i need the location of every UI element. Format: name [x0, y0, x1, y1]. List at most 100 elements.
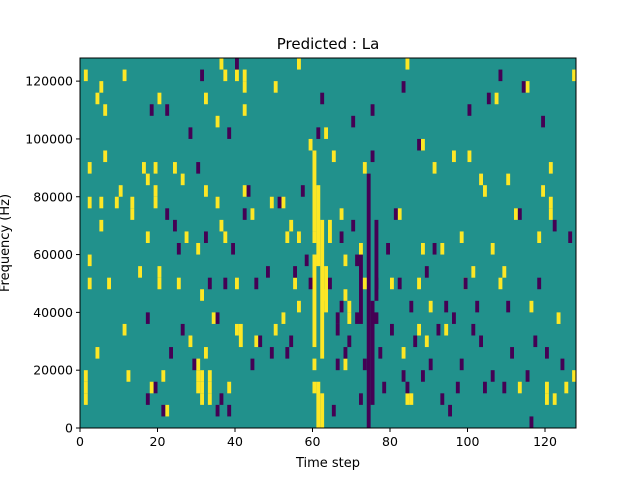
heatmap-cell-high [145, 173, 150, 186]
heatmap-cell-low [424, 266, 429, 278]
heatmap-cell-high [324, 289, 328, 301]
heatmap-cell-high [517, 381, 522, 394]
heatmap-cell-high [227, 381, 232, 394]
heatmap-cell-low [452, 312, 456, 324]
heatmap-cell-high [153, 162, 158, 174]
heatmap-cell-low [250, 358, 255, 371]
heatmap-cell-high [215, 115, 220, 128]
x-tick-label: 20 [150, 434, 166, 449]
heatmap-cell-low [552, 219, 557, 232]
heatmap-cell-low [370, 104, 375, 116]
heatmap-cell-low [374, 312, 379, 324]
heatmap-cell-high [459, 231, 464, 243]
heatmap-cell-low [537, 277, 542, 290]
heatmap-cell-high [254, 335, 259, 348]
heatmap-cell-high [242, 104, 247, 116]
heatmap-cell-high [390, 277, 394, 290]
heatmap-cell-low [397, 277, 402, 290]
heatmap-cell-low [351, 115, 356, 128]
heatmap-cell-low [413, 335, 418, 348]
heatmap-cell-low [506, 300, 511, 313]
heatmap-cell-low [386, 243, 390, 255]
heatmap-cell-high [312, 150, 317, 232]
heatmap-cell-high [281, 312, 286, 324]
heatmap-cell-low [378, 347, 383, 359]
heatmap-cell-high [444, 323, 449, 336]
heatmap-cell-low [560, 358, 565, 371]
heatmap-cell-high [343, 358, 348, 371]
heatmap-cell-low [479, 335, 483, 348]
heatmap-cell-low [227, 404, 232, 417]
heatmap-cell-high [122, 323, 127, 336]
heatmap-cell-high [196, 370, 201, 382]
heatmap-cell-low [545, 347, 549, 359]
heatmap-cell-low [277, 196, 282, 209]
heatmap-cell-high [157, 277, 162, 290]
heatmap-cell-low [359, 254, 363, 324]
heatmap-cell-high [242, 81, 247, 93]
x-axis-label: Time step [295, 456, 360, 471]
heatmap-cell-high [548, 196, 553, 209]
heatmap-cell-high [207, 393, 212, 405]
heatmap-cell-low [145, 393, 150, 405]
heatmap-cell-high [83, 370, 88, 382]
heatmap-cell-low [231, 243, 235, 255]
heatmap-cell-high [289, 219, 294, 232]
heatmap-cell-low [525, 370, 530, 382]
heatmap-cell-low [223, 277, 228, 290]
heatmap-cell-high [541, 185, 545, 197]
heatmap-cell-high [99, 81, 104, 93]
heatmap-cell-high [83, 381, 88, 394]
heatmap-cell-low [533, 335, 538, 348]
heatmap-cell-high [204, 92, 208, 105]
heatmap-cell-high [405, 393, 410, 405]
heatmap-cell-high [548, 162, 553, 174]
heatmap-cell-high [242, 185, 247, 197]
heatmap-cell-high [180, 173, 185, 186]
heatmap-cell-low [355, 312, 359, 324]
x-tick-label: 60 [305, 434, 321, 449]
heatmap-cell-low [362, 358, 367, 371]
heatmap-cell-low [436, 323, 441, 336]
heatmap-cell-high [308, 138, 313, 151]
heatmap-cell-high [173, 162, 177, 174]
heatmap-cell-low [405, 381, 410, 394]
heatmap-cell-high [471, 266, 476, 278]
heatmap-cell-high [87, 196, 92, 209]
heatmap-cell-high [506, 173, 511, 186]
heatmap-cell-high [223, 231, 228, 243]
heatmap-cell-high [293, 277, 297, 290]
heatmap-cell-high [165, 404, 170, 417]
heatmap-cell-high [494, 92, 499, 105]
heatmap-cell-high [297, 58, 301, 70]
heatmap-cell-low [161, 404, 166, 417]
heatmap-cell-high [440, 243, 445, 255]
heatmap-cell-low [475, 300, 480, 313]
heatmap-cell-low [517, 208, 522, 220]
heatmap-cell-high [343, 289, 348, 301]
heatmap-cell-low [339, 231, 344, 243]
heatmap-cell-low [149, 104, 154, 116]
heatmap-cell-high [200, 289, 204, 301]
heatmap-cell-low [180, 323, 185, 336]
heatmap-cell-high [479, 173, 483, 186]
heatmap-cell-high [207, 381, 212, 394]
heatmap-cell-high [359, 243, 363, 255]
heatmap-cell-high [572, 69, 576, 82]
heatmap-cell-low [266, 266, 270, 278]
heatmap-cell-high [142, 162, 146, 174]
heatmap-cell-low [200, 69, 204, 82]
heatmap-cell-high [200, 381, 204, 394]
heatmap-cell-high [312, 231, 317, 243]
heatmap-cell-high [297, 300, 301, 313]
y-tick-label: 60000 [33, 247, 73, 262]
heatmap-cell-low [204, 231, 208, 243]
heatmap-cell-low [289, 335, 294, 348]
heatmap-cells [83, 58, 576, 428]
heatmap-cell-high [215, 196, 220, 209]
heatmap-cell-high [126, 370, 131, 382]
heatmap-cell-low [448, 404, 452, 417]
heatmap-cell-low [444, 300, 449, 313]
heatmap-cell-low [343, 347, 348, 359]
heatmap-cell-high [122, 69, 127, 82]
